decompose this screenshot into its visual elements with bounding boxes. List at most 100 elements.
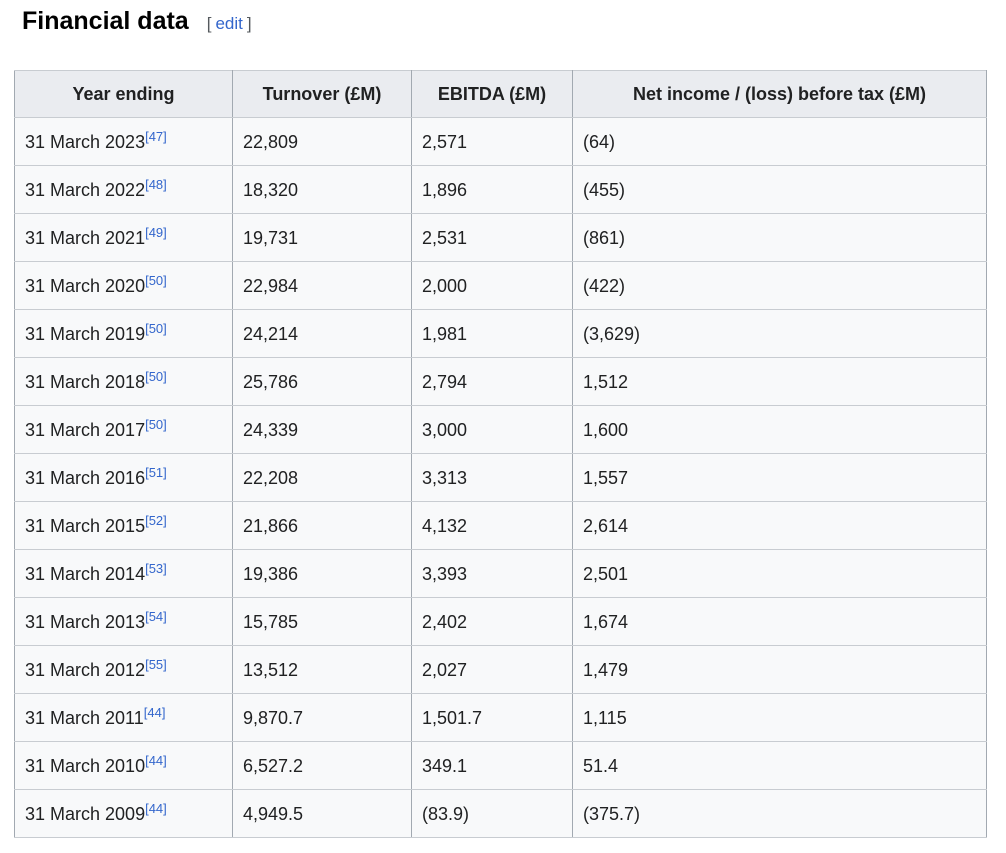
turnover-cell: 21,866	[232, 501, 412, 550]
year-ending-cell: 31 March 2012[55]	[14, 645, 233, 694]
edit-link[interactable]: edit	[215, 14, 243, 33]
column-header-net-income: Net income / (loss) before tax (£M)	[572, 70, 987, 118]
footnote-reference-link[interactable]: [47]	[145, 129, 167, 144]
turnover-cell: 19,731	[232, 213, 412, 262]
footnote-reference: [44]	[145, 753, 167, 768]
ebitda-cell: 3,000	[411, 405, 573, 454]
ebitda-cell: 2,000	[411, 261, 573, 310]
net-income-cell: (3,629)	[572, 309, 987, 358]
footnote-reference-link[interactable]: [50]	[145, 321, 167, 336]
section-heading: Financial data [edit]	[22, 6, 1006, 36]
year-ending-text: 31 March 2019	[25, 324, 146, 344]
year-ending-text: 31 March 2022	[25, 180, 146, 200]
column-header-ebitda: EBITDA (£M)	[411, 70, 573, 118]
footnote-reference-link[interactable]: [48]	[145, 177, 167, 192]
year-ending-cell: 31 March 2011[44]	[14, 693, 233, 742]
year-ending-text: 31 March 2010	[25, 756, 146, 776]
table-row: 31 March 2020[50] 22,984 2,000 (422)	[14, 261, 987, 310]
net-income-cell: 2,501	[572, 549, 987, 598]
year-ending-cell: 31 March 2018[50]	[14, 357, 233, 406]
edit-section: [edit]	[207, 14, 252, 34]
year-ending-text: 31 March 2021	[25, 228, 146, 248]
year-ending-text: 31 March 2013	[25, 612, 146, 632]
year-ending-cell: 31 March 2013[54]	[14, 597, 233, 646]
turnover-cell: 6,527.2	[232, 741, 412, 790]
table-row: 31 March 2011[44] 9,870.7 1,501.7 1,115	[14, 693, 987, 742]
turnover-cell: 24,339	[232, 405, 412, 454]
ebitda-cell: (83.9)	[411, 789, 573, 838]
turnover-cell: 22,809	[232, 117, 412, 166]
year-ending-cell: 31 March 2021[49]	[14, 213, 233, 262]
year-ending-cell: 31 March 2015[52]	[14, 501, 233, 550]
footnote-reference-link[interactable]: [50]	[145, 369, 167, 384]
table-row: 31 March 2017[50] 24,339 3,000 1,600	[14, 405, 987, 454]
year-ending-text: 31 March 2011	[25, 708, 144, 728]
table-row: 31 March 2013[54] 15,785 2,402 1,674	[14, 597, 987, 646]
net-income-cell: (455)	[572, 165, 987, 214]
ebitda-cell: 4,132	[411, 501, 573, 550]
turnover-cell: 4,949.5	[232, 789, 412, 838]
year-ending-cell: 31 March 2017[50]	[14, 405, 233, 454]
ebitda-cell: 2,794	[411, 357, 573, 406]
net-income-cell: (422)	[572, 261, 987, 310]
table-row: 31 March 2016[51] 22,208 3,313 1,557	[14, 453, 987, 502]
net-income-cell: (64)	[572, 117, 987, 166]
table-row: 31 March 2023[47] 22,809 2,571 (64)	[14, 117, 987, 166]
year-ending-cell: 31 March 2010[44]	[14, 741, 233, 790]
table-row: 31 March 2021[49] 19,731 2,531 (861)	[14, 213, 987, 262]
table-row: 31 March 2018[50] 25,786 2,794 1,512	[14, 357, 987, 406]
footnote-reference: [44]	[144, 705, 166, 720]
year-ending-cell: 31 March 2023[47]	[14, 117, 233, 166]
ebitda-cell: 2,402	[411, 597, 573, 646]
table-row: 31 March 2022[48] 18,320 1,896 (455)	[14, 165, 987, 214]
net-income-cell: (375.7)	[572, 789, 987, 838]
footnote-reference-link[interactable]: [50]	[145, 417, 167, 432]
turnover-cell: 25,786	[232, 357, 412, 406]
ebitda-cell: 2,027	[411, 645, 573, 694]
net-income-cell: 2,614	[572, 501, 987, 550]
table-row: 31 March 2009[44] 4,949.5 (83.9) (375.7)	[14, 789, 987, 838]
footnote-reference: [51]	[145, 465, 167, 480]
net-income-cell: 51.4	[572, 741, 987, 790]
footnote-reference: [55]	[145, 657, 167, 672]
footnote-reference: [49]	[145, 225, 167, 240]
ebitda-cell: 2,531	[411, 213, 573, 262]
net-income-cell: 1,600	[572, 405, 987, 454]
footnote-reference: [50]	[145, 369, 167, 384]
year-ending-cell: 31 March 2019[50]	[14, 309, 233, 358]
table-header-row: Year ending Turnover (£M) EBITDA (£M) Ne…	[14, 70, 987, 118]
ebitda-cell: 1,896	[411, 165, 573, 214]
footnote-reference: [44]	[145, 801, 167, 816]
footnote-reference-link[interactable]: [54]	[145, 609, 167, 624]
footnote-reference: [47]	[145, 129, 167, 144]
footnote-reference: [50]	[145, 417, 167, 432]
footnote-reference: [50]	[145, 273, 167, 288]
year-ending-text: 31 March 2017	[25, 420, 146, 440]
footnote-reference: [48]	[145, 177, 167, 192]
ebitda-cell: 1,981	[411, 309, 573, 358]
edit-close-bracket: ]	[246, 14, 252, 33]
footnote-reference-link[interactable]: [55]	[145, 657, 167, 672]
table-row: 31 March 2019[50] 24,214 1,981 (3,629)	[14, 309, 987, 358]
net-income-cell: (861)	[572, 213, 987, 262]
footnote-reference-link[interactable]: [49]	[145, 225, 167, 240]
footnote-reference-link[interactable]: [52]	[145, 513, 167, 528]
footnote-reference-link[interactable]: [53]	[145, 561, 167, 576]
footnote-reference-link[interactable]: [44]	[145, 801, 167, 816]
year-ending-text: 31 March 2016	[25, 468, 146, 488]
turnover-cell: 9,870.7	[232, 693, 412, 742]
net-income-cell: 1,115	[572, 693, 987, 742]
ebitda-cell: 349.1	[411, 741, 573, 790]
ebitda-cell: 2,571	[411, 117, 573, 166]
footnote-reference-link[interactable]: [44]	[145, 753, 167, 768]
edit-open-bracket: [	[206, 14, 212, 33]
section-title: Financial data	[22, 7, 189, 35]
footnote-reference-link[interactable]: [50]	[145, 273, 167, 288]
footnote-reference-link[interactable]: [44]	[143, 705, 166, 720]
table-row: 31 March 2015[52] 21,866 4,132 2,614	[14, 501, 987, 550]
footnote-reference-link[interactable]: [51]	[145, 465, 167, 480]
year-ending-cell: 31 March 2016[51]	[14, 453, 233, 502]
ebitda-cell: 1,501.7	[411, 693, 573, 742]
year-ending-cell: 31 March 2014[53]	[14, 549, 233, 598]
turnover-cell: 22,208	[232, 453, 412, 502]
